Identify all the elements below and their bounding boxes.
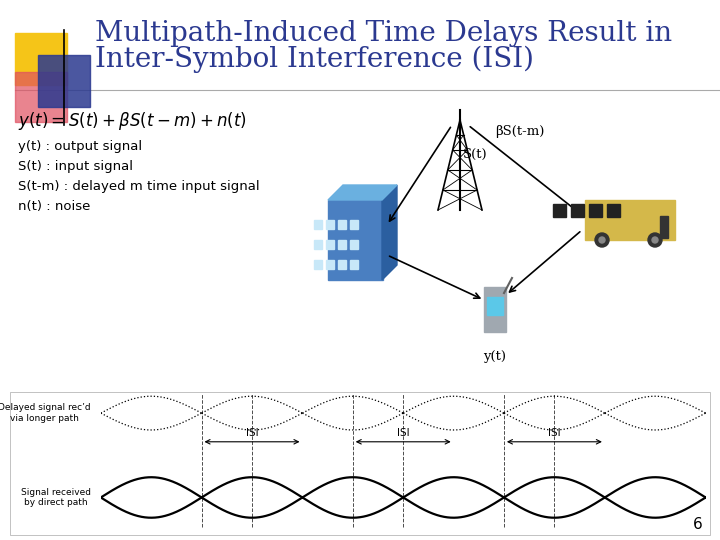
Bar: [553, 204, 566, 217]
Bar: [487, 297, 503, 315]
Polygon shape: [382, 185, 397, 280]
Bar: [350, 240, 358, 249]
Circle shape: [652, 237, 658, 243]
Bar: [350, 260, 358, 269]
Bar: [589, 204, 602, 217]
Text: ISI: ISI: [548, 428, 561, 437]
Text: S(t) : input signal: S(t) : input signal: [18, 160, 133, 173]
Text: ISI: ISI: [397, 428, 410, 437]
Text: 6: 6: [693, 517, 703, 532]
Bar: [350, 220, 358, 229]
Text: S(t): S(t): [463, 148, 487, 161]
Bar: [15, 33, 67, 85]
Bar: [338, 240, 346, 249]
Bar: [15, 72, 67, 122]
Bar: [326, 220, 334, 229]
Bar: [484, 287, 506, 332]
Bar: [326, 240, 334, 249]
FancyBboxPatch shape: [10, 392, 710, 535]
Bar: [607, 204, 620, 217]
Bar: [314, 220, 322, 229]
Text: $y(t) = S(t) + \beta S(t - m) + n(t)$: $y(t) = S(t) + \beta S(t - m) + n(t)$: [18, 110, 247, 132]
Text: S(t-m) : delayed m time input signal: S(t-m) : delayed m time input signal: [18, 180, 260, 193]
Bar: [328, 200, 383, 280]
Bar: [326, 260, 334, 269]
Bar: [585, 200, 675, 240]
Bar: [660, 216, 668, 238]
Text: n(t) : noise: n(t) : noise: [18, 200, 91, 213]
Bar: [0, 385, 720, 540]
Circle shape: [595, 233, 609, 247]
Circle shape: [648, 233, 662, 247]
Bar: [38, 55, 90, 107]
Circle shape: [599, 237, 605, 243]
Text: βS(t-m): βS(t-m): [495, 125, 544, 138]
Text: y(t): y(t): [484, 350, 506, 363]
Polygon shape: [328, 185, 397, 200]
Text: Delayed signal rec’d
via longer path: Delayed signal rec’d via longer path: [0, 403, 91, 423]
Text: ISI: ISI: [246, 428, 258, 437]
Bar: [314, 260, 322, 269]
Text: y(t) : output signal: y(t) : output signal: [18, 140, 142, 153]
Bar: [338, 260, 346, 269]
Text: Signal received
by direct path: Signal received by direct path: [21, 488, 91, 507]
Bar: [571, 204, 584, 217]
Bar: [314, 240, 322, 249]
Text: Multipath-Induced Time Delays Result in: Multipath-Induced Time Delays Result in: [95, 20, 672, 47]
Text: Inter-Symbol Interference (ISI): Inter-Symbol Interference (ISI): [95, 46, 534, 73]
Bar: [338, 220, 346, 229]
